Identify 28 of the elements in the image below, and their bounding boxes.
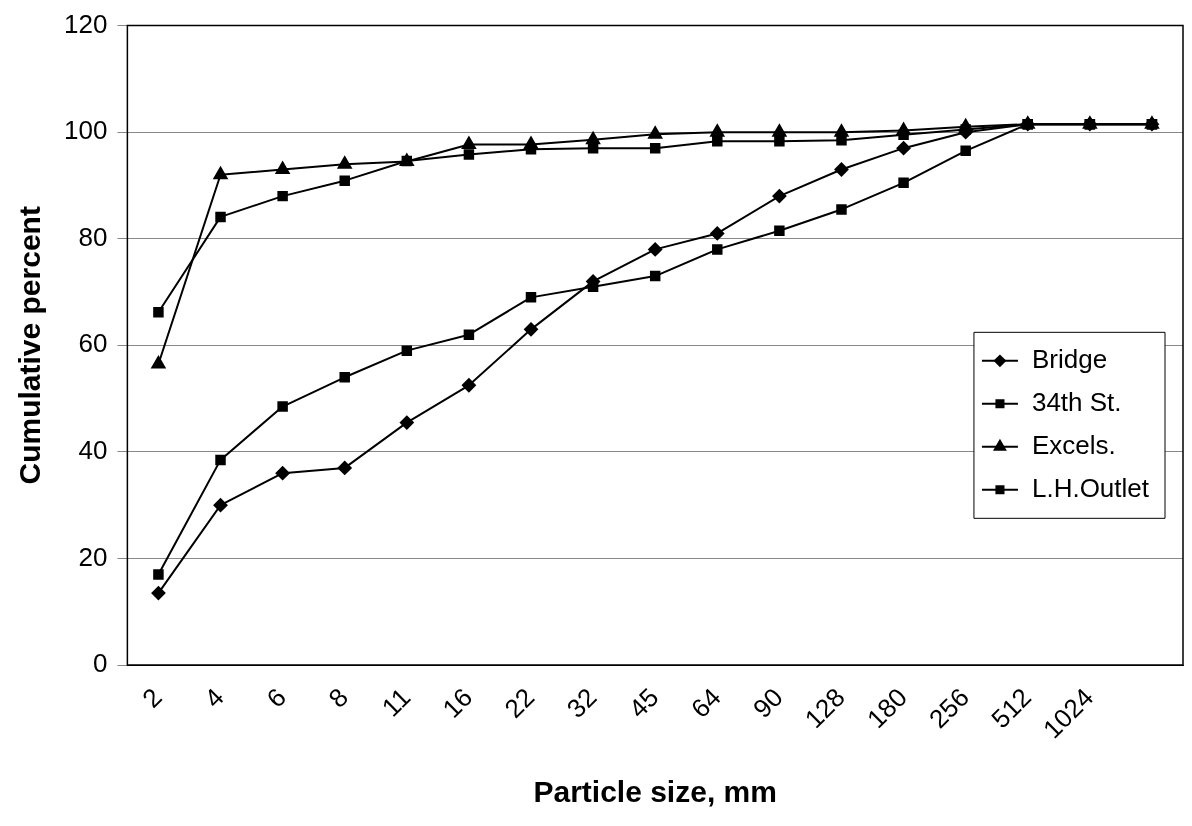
x-tick-label: 8 <box>322 682 355 714</box>
x-tick-label: 90 <box>747 682 789 724</box>
legend-label: L.H.Outlet <box>1031 472 1150 503</box>
x-tick-label: 11 <box>375 682 417 723</box>
y-tick-label: 20 <box>78 541 108 572</box>
x-tick-label: 16 <box>436 682 479 724</box>
x-tick-label: 64 <box>684 682 727 724</box>
x-tick-label: 512 <box>985 682 1038 735</box>
x-tick-label: 45 <box>622 682 665 724</box>
y-tick-label: 40 <box>78 435 108 466</box>
y-tick-label: 60 <box>78 328 108 359</box>
x-axis-title: Particle size, mm <box>533 775 777 809</box>
x-tick-label: 2 <box>136 682 168 714</box>
legend-label: 34th St. <box>1031 386 1122 417</box>
x-tick-label: 180 <box>860 682 913 735</box>
y-tick-label: 0 <box>92 648 108 679</box>
x-tick-label: 4 <box>198 682 230 714</box>
y-tick-label: 80 <box>78 221 108 252</box>
x-tick-label: 128 <box>798 682 851 735</box>
x-tick-label: 6 <box>260 682 292 714</box>
x-tick-label: 256 <box>923 682 975 735</box>
legend-label: Excels. <box>1031 429 1116 460</box>
y-axis-title: Cumulative percent <box>13 206 47 485</box>
y-tick-label: 100 <box>63 115 108 146</box>
x-tick-label: 32 <box>560 682 603 724</box>
y-tick-label: 120 <box>63 8 108 39</box>
x-tick-label: 22 <box>498 682 541 724</box>
legend-label: Bridge <box>1031 343 1108 374</box>
